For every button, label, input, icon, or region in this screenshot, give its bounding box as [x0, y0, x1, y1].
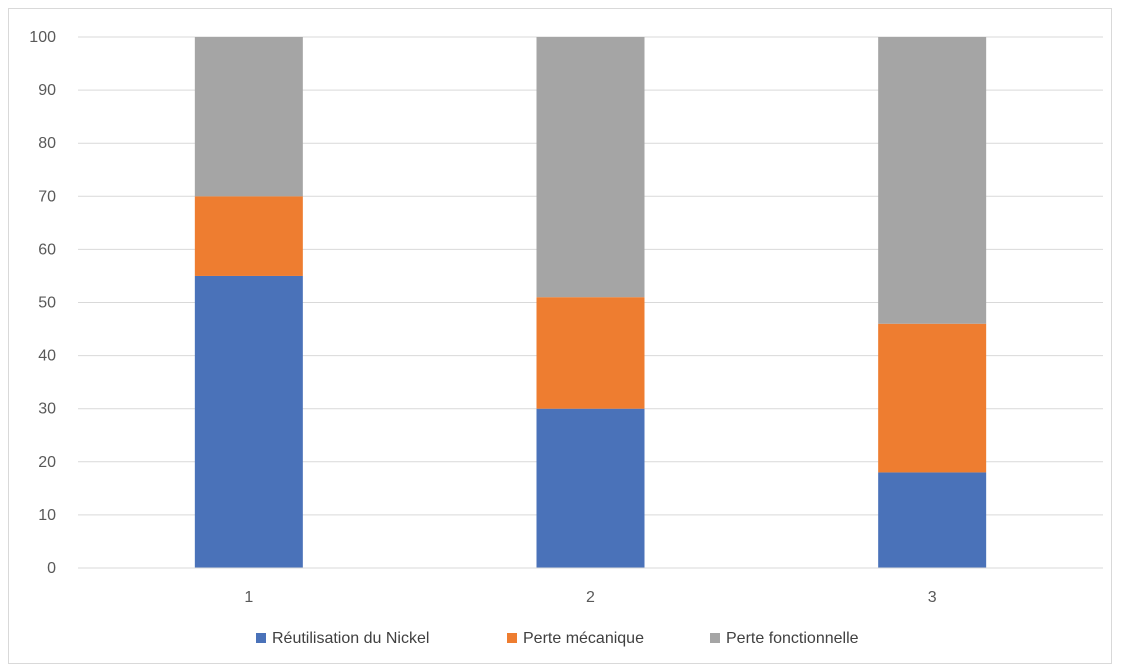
y-tick-label: 50 — [38, 295, 56, 312]
y-tick-label: 0 — [47, 560, 56, 577]
y-tick-label: 80 — [38, 135, 56, 152]
y-tick-label: 70 — [38, 188, 56, 205]
y-tick-label: 60 — [38, 241, 56, 258]
y-tick-label: 100 — [29, 29, 56, 46]
y-tick-label: 40 — [38, 348, 56, 365]
y-tick-label: 20 — [38, 454, 56, 471]
bar-segment — [194, 196, 303, 276]
bar-segment — [878, 472, 987, 568]
legend-swatch — [507, 633, 517, 643]
y-tick-label: 90 — [38, 82, 56, 99]
bar-segment — [878, 37, 987, 324]
legend-swatch — [710, 633, 720, 643]
legend-label: Perte mécanique — [523, 630, 644, 647]
legend-item: Réutilisation du Nickel — [256, 630, 429, 647]
y-tick-label: 10 — [38, 507, 56, 524]
legend-item: Perte mécanique — [507, 630, 644, 647]
legend-label: Réutilisation du Nickel — [272, 630, 429, 647]
legend: Réutilisation du Nickel Perte mécanique Pe… — [256, 630, 859, 647]
bar-segment — [536, 297, 645, 409]
bars — [194, 37, 987, 568]
y-axis-ticks: 0 10 20 30 40 50 60 70 80 90 100 — [29, 29, 56, 577]
x-tick-label: 2 — [586, 589, 595, 606]
bar-segment — [536, 37, 645, 298]
x-tick-label: 3 — [928, 589, 937, 606]
x-tick-label: 1 — [244, 589, 253, 606]
legend-label: Perte fonctionnelle — [726, 630, 859, 647]
bar-segment — [536, 408, 645, 568]
legend-item: Perte fonctionnelle — [710, 630, 859, 647]
legend-swatch — [256, 633, 266, 643]
bar-segment — [194, 275, 303, 568]
x-axis-ticks: 1 2 3 — [244, 589, 936, 606]
y-tick-label: 30 — [38, 401, 56, 418]
bar-segment — [194, 37, 303, 197]
bar-segment — [878, 323, 987, 473]
